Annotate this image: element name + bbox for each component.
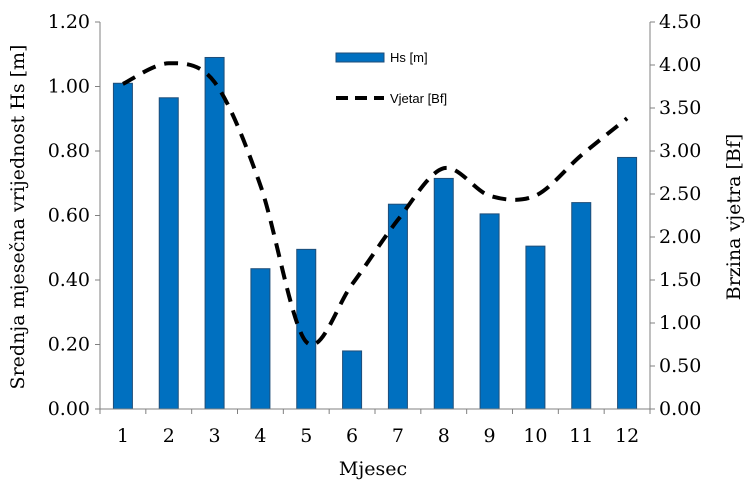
y-axis-title-right: Brzina vjetra [Bf] bbox=[723, 134, 745, 301]
y-tick-label-right: 0.00 bbox=[659, 398, 701, 420]
bar-hs-12 bbox=[617, 156, 638, 410]
bar-hs-11 bbox=[571, 202, 592, 410]
y-tick-label-right: 2.00 bbox=[659, 226, 701, 248]
legend-swatch-hs bbox=[335, 52, 385, 63]
x-tick-label: 4 bbox=[254, 425, 266, 447]
x-tick-label: 10 bbox=[523, 425, 547, 447]
bar-hs-9 bbox=[479, 213, 500, 410]
bar-hs-7 bbox=[387, 203, 408, 410]
x-tick-label: 1 bbox=[117, 425, 129, 447]
y-tick-label-right: 1.00 bbox=[659, 312, 701, 334]
x-tick-label: 2 bbox=[163, 425, 175, 447]
x-tick-label: 8 bbox=[438, 425, 450, 447]
axes bbox=[95, 21, 655, 414]
bar-hs-2 bbox=[158, 97, 179, 410]
tick-labels: 0.00 0.20 0.40 0.60 0.80 1.00 1.20 0.00 0.50 1.00… bbox=[48, 11, 702, 447]
legend-label-wind: Vjetar [Bf] bbox=[390, 91, 447, 106]
legend-label-hs: Hs [m] bbox=[390, 50, 428, 65]
bar-hs-4 bbox=[250, 268, 271, 410]
legend: Hs [m] Vjetar [Bf] bbox=[335, 50, 447, 106]
y-tick-label-right: 3.00 bbox=[659, 140, 701, 162]
bar-hs-6 bbox=[342, 350, 363, 410]
bar-hs-8 bbox=[433, 177, 454, 410]
y-tick-label-left: 0.80 bbox=[48, 140, 90, 162]
wind-line bbox=[122, 61, 629, 347]
x-axis-title: Mjesec bbox=[339, 458, 407, 480]
x-tick-label: 3 bbox=[209, 425, 221, 447]
y-tick-label-right: 1.50 bbox=[659, 269, 701, 291]
bar-hs-1 bbox=[112, 82, 133, 410]
bar-hs-10 bbox=[525, 245, 546, 410]
y-tick-label-right: 2.50 bbox=[659, 183, 701, 205]
y-tick-label-left: 0.20 bbox=[48, 334, 90, 356]
x-tick-label: 9 bbox=[484, 425, 496, 447]
bar-hs-5 bbox=[296, 248, 317, 410]
y-tick-label-left: 1.00 bbox=[48, 76, 90, 98]
y-tick-label-right: 0.50 bbox=[659, 355, 701, 377]
wind-line-group bbox=[122, 61, 629, 347]
hs-bars bbox=[112, 56, 638, 410]
y-tick-label-left: 0.60 bbox=[48, 205, 90, 227]
y-tick-label-right: 3.50 bbox=[659, 97, 701, 119]
x-tick-label: 11 bbox=[569, 425, 593, 447]
y-tick-label-left: 0.40 bbox=[48, 269, 90, 291]
y-tick-label-right: 4.50 bbox=[659, 11, 701, 33]
y-tick-label-left: 1.20 bbox=[48, 11, 90, 33]
y-tick-label-right: 4.00 bbox=[659, 54, 701, 76]
x-tick-label: 5 bbox=[300, 425, 312, 447]
x-tick-label: 6 bbox=[346, 425, 358, 447]
y-axis-title-left: Srednja mjesečna vrijednost Hs [m] bbox=[7, 45, 29, 390]
y-tick-label-left: 0.00 bbox=[48, 398, 90, 420]
x-tick-label: 7 bbox=[392, 425, 404, 447]
bar-hs-3 bbox=[204, 56, 225, 410]
x-tick-label: 12 bbox=[615, 425, 639, 447]
